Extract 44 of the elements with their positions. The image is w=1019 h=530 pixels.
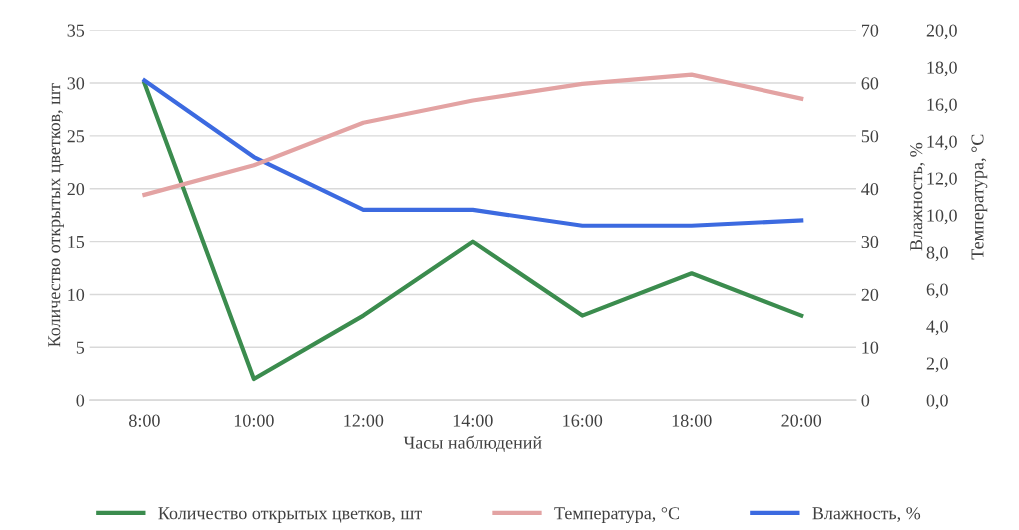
y2-tick-label: 40 [861,183,879,196]
y3-tick-label: 16,0 [927,98,957,114]
y3-tick-label: 10,0 [927,209,957,225]
y2-tick-label: 50 [861,130,879,143]
y3-tick-label: 2,0 [926,357,948,373]
x-tick-label: 20:00 [781,414,822,427]
y2-tick-label: 20 [861,288,879,301]
y3-tick-label: 4,0 [926,320,948,336]
x-tick-label: 8:00 [129,414,160,427]
y-axis-title: Количество открытых цветков, шт [48,83,64,347]
y3-axis-title: Температура, °С [971,134,988,260]
y3-tick-label: 0,0 [926,394,948,410]
y-tick-label: 20 [67,183,85,196]
legend-label: Влажность, % [812,507,921,522]
y-tick-label: 5 [76,341,85,354]
y2-tick-label: 10 [862,341,879,354]
y2-tick-label: 30 [861,235,879,249]
y-tick-label: 35 [67,24,85,37]
y-tick-label: 15 [68,235,85,249]
y3-tick-label: 12,0 [927,172,957,188]
y3-tick-label: 6,0 [926,283,948,299]
x-tick-label: 16:00 [563,414,603,427]
legend-label: Количество открытых цветков, шт [158,507,422,523]
x-tick-label: 12:00 [344,414,384,427]
y2-tick-label: 0 [861,394,870,407]
y2-tick-label: 70 [862,24,879,37]
y2-axis-title: Влажность, % [910,142,925,251]
y2-tick-label: 60 [861,77,879,90]
y-tick-label: 0 [76,394,85,407]
x-axis-title: Часы наблюдений [403,435,542,453]
y-tick-label: 10 [68,288,85,301]
x-tick-label: 14:00 [453,414,493,427]
y3-tick-label: 8,0 [926,246,948,262]
x-tick-label: 10:00 [234,414,274,427]
line-series [142,72,804,197]
y-tick-label: 25 [67,130,85,143]
y3-tick-label: 20,0 [926,24,957,40]
line-series [142,78,804,228]
y3-tick-label: 18,0 [927,61,957,77]
y-tick-label: 30 [67,77,85,90]
line-series [142,80,804,382]
x-tick-label: 18:00 [672,414,712,427]
legend-label: Температура, °С [554,507,680,524]
y3-tick-label: 14,0 [927,135,957,151]
